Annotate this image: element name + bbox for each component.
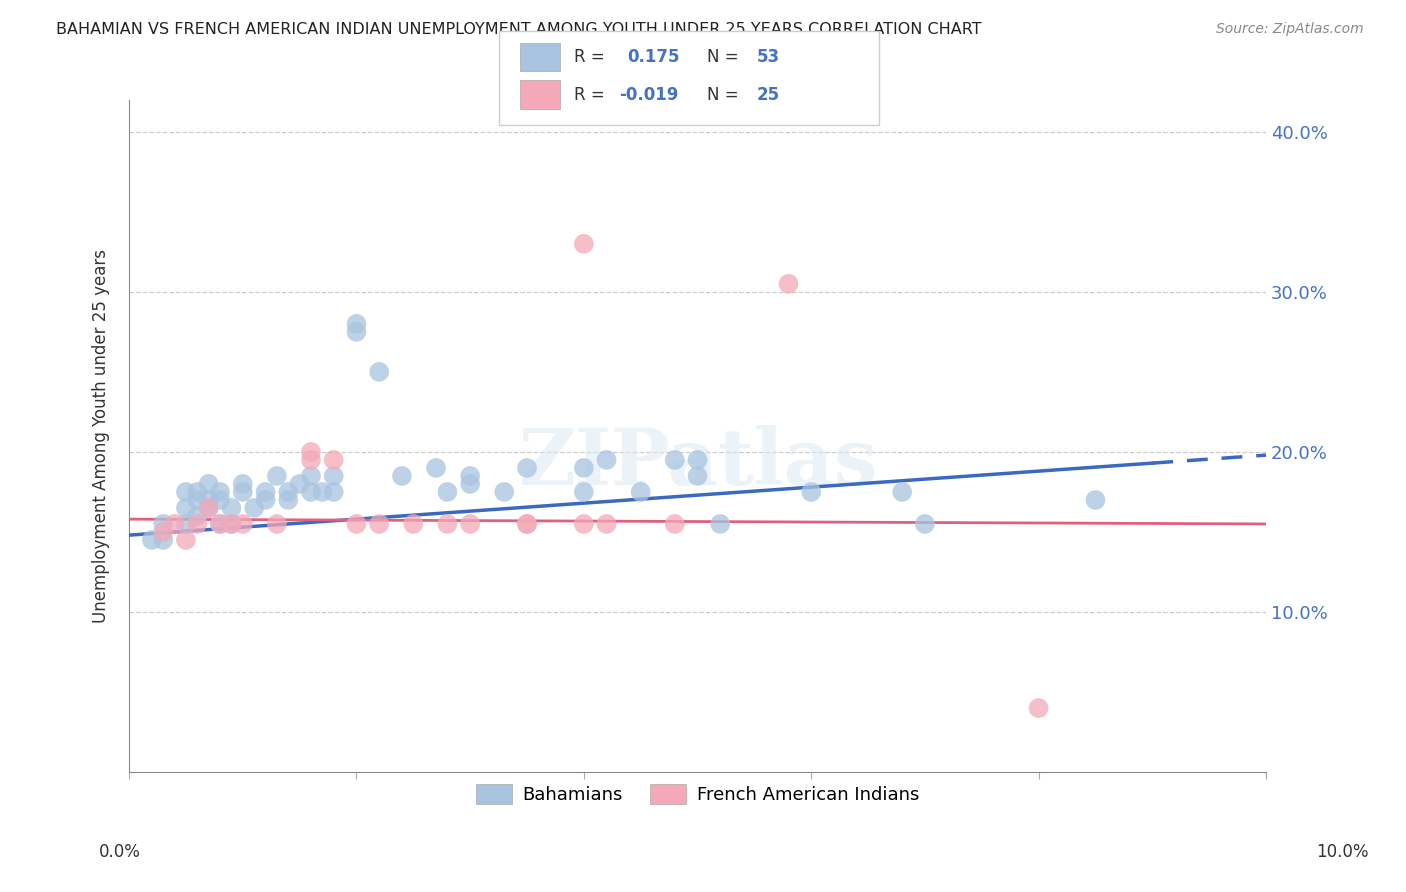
Point (458, 516, 481, 531)
Text: Source: ZipAtlas.com: Source: ZipAtlas.com (1216, 22, 1364, 37)
Point (299, 469, 322, 483)
Point (402, 516, 425, 531)
Point (686, 469, 709, 483)
Point (299, 445, 322, 459)
Point (186, 516, 208, 531)
Point (174, 533, 197, 547)
Point (221, 516, 243, 531)
Point (425, 461, 447, 475)
Point (232, 477, 254, 491)
Point (800, 484, 823, 499)
Legend: Bahamians, French American Indians: Bahamians, French American Indians (467, 774, 928, 814)
Point (197, 477, 219, 491)
Point (572, 461, 595, 475)
Text: 10.0%: 10.0% (1316, 843, 1369, 861)
Point (1084, 492, 1107, 507)
Point (664, 453, 686, 467)
Point (221, 500, 243, 515)
Point (891, 484, 914, 499)
Point (277, 492, 299, 507)
Text: R =: R = (574, 86, 605, 103)
Point (436, 516, 458, 531)
Point (254, 484, 277, 499)
Point (595, 453, 617, 467)
Point (208, 492, 231, 507)
Point (186, 484, 208, 499)
Point (516, 516, 538, 531)
Point (299, 453, 322, 467)
Point (197, 492, 219, 507)
Text: N =: N = (707, 86, 738, 103)
Point (914, 516, 936, 531)
Y-axis label: Unemployment Among Youth under 25 years: Unemployment Among Youth under 25 years (93, 249, 110, 623)
Point (311, 484, 333, 499)
Point (709, 516, 731, 531)
Point (1028, 701, 1050, 715)
Text: 53: 53 (756, 48, 779, 66)
Point (152, 516, 174, 531)
Point (208, 516, 231, 531)
Point (197, 500, 219, 515)
Point (630, 484, 652, 499)
Point (254, 492, 277, 507)
Point (266, 469, 288, 483)
Point (232, 516, 254, 531)
Point (232, 484, 254, 499)
Point (494, 484, 516, 499)
Point (163, 516, 186, 531)
Point (186, 508, 208, 523)
Point (346, 317, 368, 331)
Point (458, 469, 481, 483)
Point (346, 516, 368, 531)
Point (664, 516, 686, 531)
Text: BAHAMIAN VS FRENCH AMERICAN INDIAN UNEMPLOYMENT AMONG YOUTH UNDER 25 YEARS CORRE: BAHAMIAN VS FRENCH AMERICAN INDIAN UNEMP… (56, 22, 981, 37)
Point (152, 533, 174, 547)
Point (368, 516, 391, 531)
Text: 25: 25 (756, 86, 779, 103)
Point (572, 236, 595, 251)
Point (686, 453, 709, 467)
Point (346, 325, 368, 339)
Point (436, 484, 458, 499)
Point (368, 365, 391, 379)
Text: 0.0%: 0.0% (98, 843, 141, 861)
Text: 0.175: 0.175 (627, 48, 679, 66)
Point (186, 492, 208, 507)
Point (243, 500, 266, 515)
Point (141, 533, 163, 547)
Point (208, 484, 231, 499)
Text: N =: N = (707, 48, 738, 66)
Point (572, 516, 595, 531)
Point (174, 484, 197, 499)
Point (152, 524, 174, 539)
Point (458, 477, 481, 491)
Point (595, 516, 617, 531)
Point (391, 469, 413, 483)
Text: ZIPatlas: ZIPatlas (517, 425, 877, 500)
Point (516, 516, 538, 531)
Point (266, 516, 288, 531)
Point (174, 500, 197, 515)
Point (322, 484, 344, 499)
Point (322, 469, 344, 483)
Point (277, 484, 299, 499)
Point (299, 484, 322, 499)
Point (288, 477, 311, 491)
Text: R =: R = (574, 48, 605, 66)
Point (322, 453, 344, 467)
Point (208, 516, 231, 531)
Point (174, 516, 197, 531)
Point (572, 484, 595, 499)
Point (516, 461, 538, 475)
Point (778, 277, 800, 291)
Point (221, 516, 243, 531)
Point (197, 500, 219, 515)
Text: -0.019: -0.019 (619, 86, 678, 103)
